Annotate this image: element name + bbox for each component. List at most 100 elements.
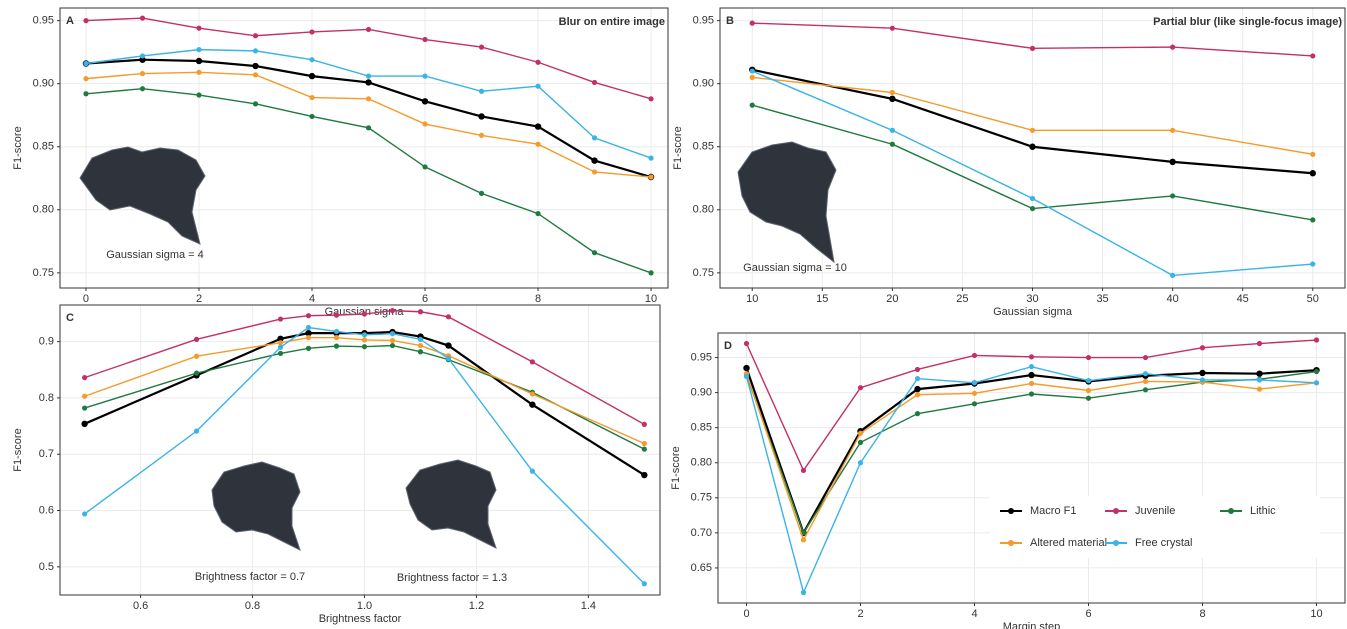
data-point <box>591 135 598 141</box>
data-point <box>478 132 485 138</box>
data-point <box>971 380 978 386</box>
y-tick-label: 0.85 <box>693 141 714 153</box>
data-point <box>889 141 895 147</box>
data-point <box>914 366 921 373</box>
data-point <box>308 72 316 80</box>
y-tick-label: 0.70 <box>691 527 712 539</box>
legend-swatch-dot <box>1228 508 1234 514</box>
x-tick-label: 1.0 <box>357 600 372 612</box>
y-tick-label: 0.95 <box>691 351 712 363</box>
data-point <box>478 44 485 50</box>
panel-title: Partial blur (like single-focus image) <box>1153 16 1342 28</box>
panel-title: Blur on entire image <box>559 16 665 28</box>
legend-label: Macro F1 <box>1030 505 1076 517</box>
data-point <box>1170 127 1176 133</box>
data-point <box>971 390 978 396</box>
data-point <box>591 169 598 175</box>
data-point <box>195 57 203 65</box>
data-point <box>743 340 750 347</box>
data-point <box>389 331 396 337</box>
data-point <box>648 270 654 276</box>
panel-label: C <box>66 312 74 324</box>
data-point <box>648 174 654 180</box>
y-tick-label: 0.75 <box>693 267 714 279</box>
x-tick-label: 0.8 <box>245 600 260 612</box>
data-point <box>365 79 372 86</box>
x-tick-label: 0 <box>743 608 749 620</box>
data-point <box>1085 378 1092 384</box>
data-point <box>82 375 88 381</box>
data-point <box>1310 151 1316 157</box>
data-point <box>1199 345 1206 351</box>
data-point <box>361 332 368 338</box>
data-point <box>591 250 598 256</box>
data-point <box>1085 354 1092 361</box>
data-point <box>641 581 647 587</box>
data-point <box>139 15 146 21</box>
y-tick-label: 0.65 <box>691 562 712 574</box>
data-point <box>252 101 259 107</box>
data-point <box>309 113 315 120</box>
data-point <box>1313 337 1320 343</box>
data-point <box>535 83 541 89</box>
data-point <box>361 344 368 350</box>
data-point <box>478 113 485 120</box>
legend-swatch-dot <box>1113 540 1119 546</box>
x-tick-label: 45 <box>1237 293 1249 305</box>
rock-image <box>211 461 301 551</box>
data-point <box>417 349 424 355</box>
data-point <box>309 94 315 101</box>
x-axis-label: Brightness factor <box>319 613 402 625</box>
data-point <box>252 33 259 39</box>
data-point <box>857 385 864 391</box>
data-point <box>1170 272 1176 278</box>
y-tick-label: 0.80 <box>691 457 712 469</box>
data-point <box>889 25 895 31</box>
data-point <box>193 370 200 376</box>
data-point <box>193 336 200 342</box>
data-point <box>478 190 485 197</box>
data-point <box>971 401 978 407</box>
data-point <box>361 311 368 317</box>
data-point <box>277 340 284 346</box>
x-axis-label: Gaussian sigma <box>993 306 1073 318</box>
data-point <box>445 342 452 349</box>
legend-box <box>990 496 1320 558</box>
rock-image <box>79 146 206 245</box>
panel-frame <box>717 332 1346 604</box>
y-tick-label: 0.90 <box>691 387 712 399</box>
data-point <box>1028 380 1035 387</box>
data-point <box>1142 354 1149 361</box>
rock-image <box>737 141 837 264</box>
data-point <box>81 420 88 428</box>
data-point <box>139 70 146 77</box>
data-point <box>309 57 315 63</box>
data-point <box>1028 371 1035 379</box>
annotation: Brightness factor = 1.3 <box>397 572 507 584</box>
y-tick-label: 0.75 <box>691 492 712 504</box>
data-point <box>1256 370 1263 377</box>
y-tick-label: 0.9 <box>39 336 54 348</box>
data-point <box>389 337 396 344</box>
data-point <box>277 344 284 350</box>
data-point <box>305 324 312 331</box>
data-point <box>529 359 535 365</box>
panel-background <box>60 8 668 288</box>
data-point <box>478 88 485 94</box>
data-point <box>641 446 647 452</box>
panel: 0.5 0.6 0.7 0.8 0.9 0.6 0.8 1.0 1.2 1.4 <box>39 304 661 612</box>
data-point <box>914 375 921 382</box>
data-point <box>277 350 284 357</box>
data-point <box>365 73 372 79</box>
data-point <box>534 123 542 130</box>
data-point <box>196 47 202 53</box>
data-point <box>1029 205 1036 212</box>
data-point <box>1142 387 1149 393</box>
x-tick-label: 10 <box>645 293 657 305</box>
data-point <box>139 86 146 92</box>
y-tick-label: 0.6 <box>39 504 54 516</box>
data-point <box>1256 386 1263 392</box>
data-point <box>1029 195 1036 202</box>
data-point <box>305 313 312 319</box>
